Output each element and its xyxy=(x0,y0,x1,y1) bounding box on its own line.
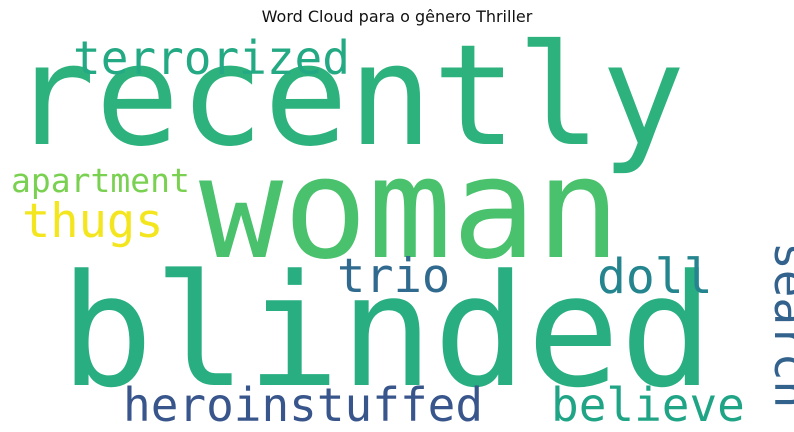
word-blinded: blinded xyxy=(60,241,714,422)
word-doll: doll xyxy=(597,249,713,305)
word-woman: woman xyxy=(199,128,621,291)
word-terrorized: terrorized xyxy=(73,31,350,85)
word-believe: believe xyxy=(551,378,745,432)
word-thugs: thugs xyxy=(22,194,164,249)
word-cloud: recently woman blinded terrorized apartm… xyxy=(11,27,794,428)
word-trio: trio xyxy=(337,249,451,304)
word-apartment: apartment xyxy=(11,161,190,200)
word-recently: recently xyxy=(11,15,686,178)
chart-title: Word Cloud para o gênero Thriller xyxy=(261,7,533,26)
word-search: search xyxy=(764,242,794,409)
word-heroinstuffed: heroinstuffed xyxy=(123,378,484,432)
